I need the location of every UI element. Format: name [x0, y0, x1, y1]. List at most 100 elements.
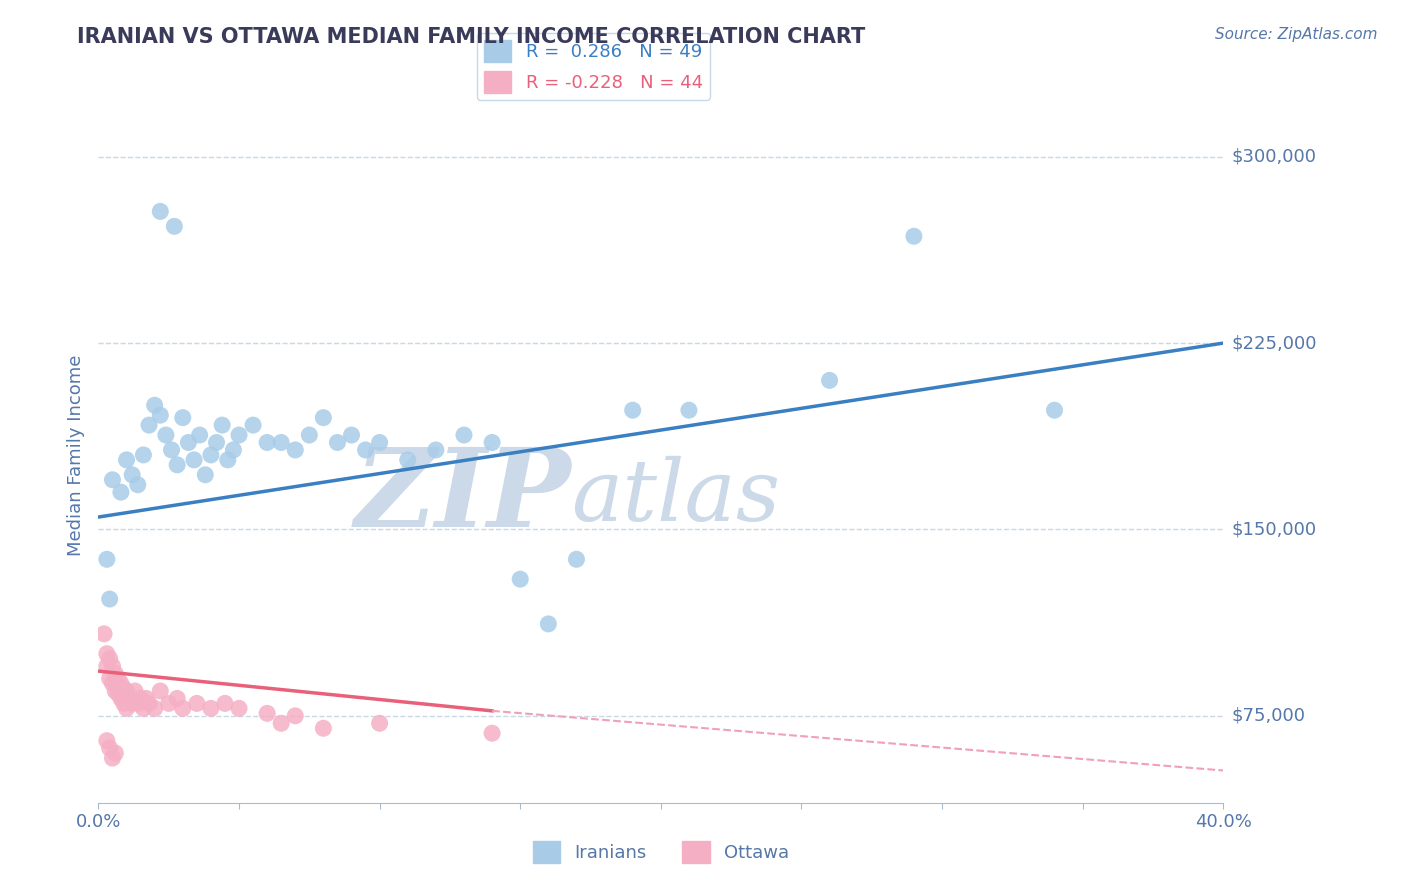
- Point: [270, 435, 292, 450]
- Point: [312, 721, 335, 735]
- Point: [107, 672, 129, 686]
- Point: [115, 453, 138, 467]
- Point: [138, 697, 160, 711]
- Point: [270, 716, 292, 731]
- Point: [129, 691, 152, 706]
- Point: [217, 453, 239, 467]
- Point: [354, 442, 377, 457]
- Point: [396, 453, 419, 467]
- Point: [242, 418, 264, 433]
- Point: [565, 552, 588, 566]
- Point: [256, 435, 278, 450]
- Point: [157, 697, 180, 711]
- Point: [96, 659, 118, 673]
- Point: [228, 701, 250, 715]
- Point: [101, 473, 124, 487]
- Point: [425, 442, 447, 457]
- Point: [104, 684, 127, 698]
- Point: [101, 676, 124, 690]
- Point: [127, 477, 149, 491]
- Text: $225,000: $225,000: [1232, 334, 1317, 352]
- Point: [284, 708, 307, 723]
- Point: [98, 651, 121, 665]
- Y-axis label: Median Family Income: Median Family Income: [66, 354, 84, 556]
- Point: [214, 697, 236, 711]
- Text: atlas: atlas: [571, 455, 780, 538]
- Point: [115, 684, 138, 698]
- Point: [1043, 403, 1066, 417]
- Point: [98, 592, 121, 607]
- Point: [118, 691, 141, 706]
- Point: [104, 746, 127, 760]
- Point: [121, 697, 143, 711]
- Text: $150,000: $150,000: [1232, 520, 1317, 539]
- Point: [340, 428, 363, 442]
- Point: [163, 219, 186, 234]
- Point: [96, 733, 118, 747]
- Point: [818, 373, 841, 387]
- Point: [298, 428, 321, 442]
- Point: [228, 428, 250, 442]
- Point: [166, 458, 188, 472]
- Point: [132, 701, 155, 715]
- Point: [135, 691, 157, 706]
- Point: [143, 701, 166, 715]
- Point: [98, 672, 121, 686]
- Point: [110, 691, 132, 706]
- Point: [481, 726, 503, 740]
- Point: [172, 701, 194, 715]
- Point: [903, 229, 925, 244]
- Text: Source: ZipAtlas.com: Source: ZipAtlas.com: [1215, 27, 1378, 42]
- Point: [368, 435, 391, 450]
- Point: [115, 701, 138, 715]
- Point: [124, 684, 146, 698]
- Point: [149, 204, 172, 219]
- Point: [149, 408, 172, 422]
- Point: [96, 552, 118, 566]
- Point: [98, 741, 121, 756]
- Point: [132, 448, 155, 462]
- Point: [326, 435, 349, 450]
- Text: $300,000: $300,000: [1232, 148, 1316, 166]
- Point: [112, 681, 135, 696]
- Point: [194, 467, 217, 482]
- Text: ZIP: ZIP: [354, 443, 571, 550]
- Point: [481, 435, 503, 450]
- Point: [138, 418, 160, 433]
- Point: [621, 403, 644, 417]
- Point: [96, 647, 118, 661]
- Point: [200, 448, 222, 462]
- Point: [110, 676, 132, 690]
- Point: [368, 716, 391, 731]
- Point: [101, 659, 124, 673]
- Point: [107, 686, 129, 700]
- Text: IRANIAN VS OTTAWA MEDIAN FAMILY INCOME CORRELATION CHART: IRANIAN VS OTTAWA MEDIAN FAMILY INCOME C…: [77, 27, 866, 46]
- Point: [93, 627, 115, 641]
- Point: [172, 410, 194, 425]
- Point: [200, 701, 222, 715]
- Point: [284, 442, 307, 457]
- Point: [127, 697, 149, 711]
- Point: [155, 428, 177, 442]
- Point: [509, 572, 531, 586]
- Point: [678, 403, 700, 417]
- Point: [177, 435, 200, 450]
- Point: [222, 442, 245, 457]
- Point: [188, 428, 211, 442]
- Point: [104, 666, 127, 681]
- Point: [143, 398, 166, 412]
- Point: [166, 691, 188, 706]
- Point: [110, 485, 132, 500]
- Point: [101, 751, 124, 765]
- Point: [537, 616, 560, 631]
- Point: [256, 706, 278, 721]
- Point: [453, 428, 475, 442]
- Point: [112, 697, 135, 711]
- Point: [312, 410, 335, 425]
- Point: [183, 453, 205, 467]
- Point: [205, 435, 228, 450]
- Point: [149, 684, 172, 698]
- Point: [211, 418, 233, 433]
- Legend: Iranians, Ottawa: Iranians, Ottawa: [526, 834, 796, 871]
- Point: [186, 697, 208, 711]
